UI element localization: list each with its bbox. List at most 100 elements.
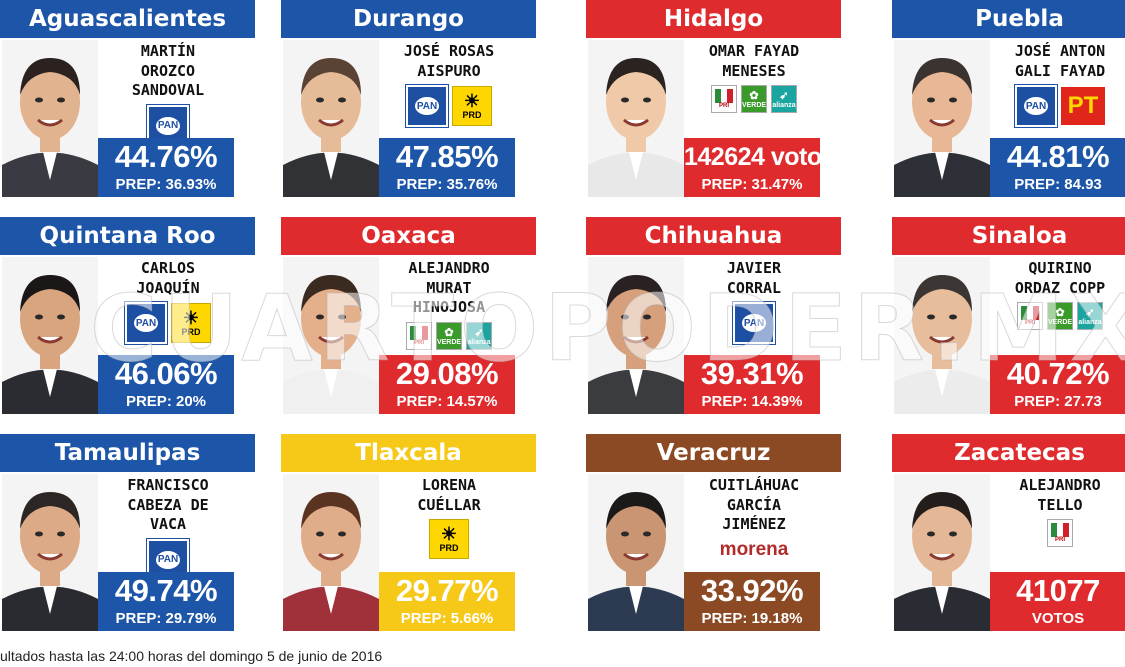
party-logos: PRI ✿ VERDE ➶ alianza bbox=[684, 85, 824, 113]
result-value: 46.06% bbox=[114, 356, 218, 391]
prep-value: PREP: 19.18% bbox=[701, 610, 803, 627]
party-logos: PAN ☀ PRD bbox=[98, 302, 238, 344]
party-logos: PAN bbox=[684, 302, 824, 344]
state-header: Quintana Roo bbox=[0, 217, 255, 255]
state-header: Sinaloa bbox=[892, 217, 1125, 255]
footer-note: ultados hasta las 24:00 horas del doming… bbox=[0, 648, 383, 664]
state-card: Zacatecas ALEJANDRO TELLO PRI 41077 VOTOS bbox=[892, 434, 1125, 634]
candidate-photo bbox=[588, 40, 684, 197]
verde-logo: ✿ VERDE bbox=[741, 85, 767, 113]
result-value: 49.74% bbox=[114, 573, 218, 608]
prep-value: PREP: 31.47% bbox=[701, 176, 803, 193]
result-box: 49.74% PREP: 29.79% bbox=[98, 572, 234, 631]
candidate-photo bbox=[2, 257, 98, 414]
result-box: 46.06% PREP: 20% bbox=[98, 355, 234, 414]
state-card: Sinaloa QUIRINO ORDAZ COPP PRI ✿ VERDE ➶ alian… bbox=[892, 217, 1125, 417]
pan-logo: PAN bbox=[406, 85, 448, 127]
candidate-name: JOSÉ ROSAS AISPURO bbox=[403, 42, 495, 80]
state-card: Veracruz CUITLÁHUAC GARCÍA JIMÉNEZ morena 3… bbox=[586, 434, 856, 634]
candidate-name: OMAR FAYAD MENESES bbox=[708, 42, 800, 80]
result-box: 44.81% PREP: 84.93 bbox=[990, 138, 1125, 197]
state-header: Zacatecas bbox=[892, 434, 1125, 472]
pri-logo: PRI bbox=[711, 85, 737, 113]
state-header: Tamaulipas bbox=[0, 434, 255, 472]
result-value: 41077 bbox=[1016, 573, 1100, 608]
candidate-photo bbox=[283, 257, 379, 414]
result-value: 44.76% bbox=[114, 139, 218, 174]
state-header: Puebla bbox=[892, 0, 1125, 38]
prep-value: VOTOS bbox=[1031, 610, 1085, 627]
pan-logo: PAN bbox=[1015, 85, 1057, 127]
party-logos: morena bbox=[684, 539, 824, 561]
alianza-logo: ➶ alianza bbox=[1077, 302, 1103, 330]
state-card: Tlaxcala LORENA CUÉLLAR ☀ PRD 29.77% PREP: 5.… bbox=[281, 434, 551, 634]
state-header: Aguascalientes bbox=[0, 0, 255, 38]
prep-value: PREP: 36.93% bbox=[115, 176, 217, 193]
candidate-name: CUITLÁHUAC GARCÍA JIMÉNEZ bbox=[708, 476, 800, 533]
result-box: 41077 VOTOS bbox=[990, 572, 1125, 631]
prd-logo: ☀ PRD bbox=[171, 303, 211, 343]
prep-value: PREP: 14.57% bbox=[396, 393, 498, 410]
state-card: Oaxaca ALEJANDRO MURAT HINOJOSA PRI ✿ VERDE ➶… bbox=[281, 217, 551, 417]
result-box: 29.08% PREP: 14.57% bbox=[379, 355, 515, 414]
state-card: Hidalgo OMAR FAYAD MENESES PRI ✿ VERDE ➶ alian… bbox=[586, 0, 856, 200]
pan-logo: PAN bbox=[125, 302, 167, 344]
candidate-name: ALEJANDRO MURAT HINOJOSA bbox=[408, 259, 490, 316]
candidate-photo bbox=[894, 257, 990, 414]
result-value: 39.31% bbox=[700, 356, 804, 391]
pt-logo: PT bbox=[1061, 87, 1105, 125]
state-header: Durango bbox=[281, 0, 536, 38]
pri-logo: PRI bbox=[406, 321, 432, 350]
verde-logo: ✿ VERDE bbox=[1047, 302, 1073, 330]
state-header: Oaxaca bbox=[281, 217, 536, 255]
party-logos: PRI ✿ VERDE ➶ alianza bbox=[379, 321, 519, 350]
state-card: Puebla JOSÉ ANTON GALI FAYAD PAN PT 44.81% PR… bbox=[892, 0, 1125, 200]
result-box: 40.72% PREP: 27.73 bbox=[990, 355, 1125, 414]
result-value: 47.85% bbox=[395, 139, 499, 174]
state-card: Tamaulipas FRANCISCO CABEZA DE VACA PAN 49.… bbox=[0, 434, 270, 634]
prep-value: PREP: 20% bbox=[125, 393, 207, 410]
pri-logo: PRI bbox=[1047, 519, 1073, 547]
candidate-photo bbox=[2, 474, 98, 631]
alianza-logo: ➶ alianza bbox=[466, 321, 492, 350]
result-box: 44.76% PREP: 36.93% bbox=[98, 138, 234, 197]
pri-logo: PRI bbox=[1017, 302, 1043, 330]
candidate-name: MARTÍN OROZCO SANDOVAL bbox=[131, 42, 205, 99]
result-box: 29.77% PREP: 5.66% bbox=[379, 572, 515, 631]
result-box: 33.92% PREP: 19.18% bbox=[684, 572, 820, 631]
party-logos: ☀ PRD bbox=[379, 519, 519, 559]
alianza-logo: ➶ alianza bbox=[771, 85, 797, 113]
candidate-name: FRANCISCO CABEZA DE VACA bbox=[127, 476, 209, 533]
candidate-name: JAVIER CORRAL bbox=[726, 259, 782, 297]
result-value: 33.92% bbox=[700, 573, 804, 608]
prep-value: PREP: 5.66% bbox=[400, 610, 494, 627]
candidate-photo bbox=[2, 40, 98, 197]
result-value: 40.72% bbox=[1006, 356, 1110, 391]
party-logos: PRI bbox=[990, 519, 1125, 547]
state-card: Chihuahua JAVIER CORRAL PAN 39.31% PREP: 14.… bbox=[586, 217, 856, 417]
result-value: 44.81% bbox=[1006, 139, 1110, 174]
state-header: Hidalgo bbox=[586, 0, 841, 38]
candidate-name: LORENA CUÉLLAR bbox=[417, 476, 481, 514]
state-header: Veracruz bbox=[586, 434, 841, 472]
prep-value: PREP: 14.39% bbox=[701, 393, 803, 410]
result-box: 142624 votos PREP: 31.47% bbox=[684, 138, 836, 197]
state-header: Tlaxcala bbox=[281, 434, 536, 472]
candidate-name: CARLOS JOAQUÍN bbox=[136, 259, 200, 297]
candidate-photo bbox=[283, 40, 379, 197]
candidate-photo bbox=[283, 474, 379, 631]
result-value: 29.08% bbox=[395, 356, 499, 391]
morena-logo: morena bbox=[719, 538, 789, 560]
pan-logo: PAN bbox=[733, 302, 775, 344]
party-logos: PAN PT bbox=[990, 85, 1125, 127]
candidate-photo bbox=[894, 474, 990, 631]
prd-logo: ☀ PRD bbox=[429, 519, 469, 559]
result-value: 29.77% bbox=[395, 573, 499, 608]
candidate-photo bbox=[894, 40, 990, 197]
candidate-photo bbox=[588, 474, 684, 631]
candidate-name: ALEJANDRO TELLO bbox=[1019, 476, 1101, 514]
state-header: Chihuahua bbox=[586, 217, 841, 255]
state-card: Durango JOSÉ ROSAS AISPURO PAN ☀ PRD 47.85% PR… bbox=[281, 0, 551, 200]
prep-value: PREP: 29.79% bbox=[115, 610, 217, 627]
party-logos: PRI ✿ VERDE ➶ alianza bbox=[990, 302, 1125, 330]
